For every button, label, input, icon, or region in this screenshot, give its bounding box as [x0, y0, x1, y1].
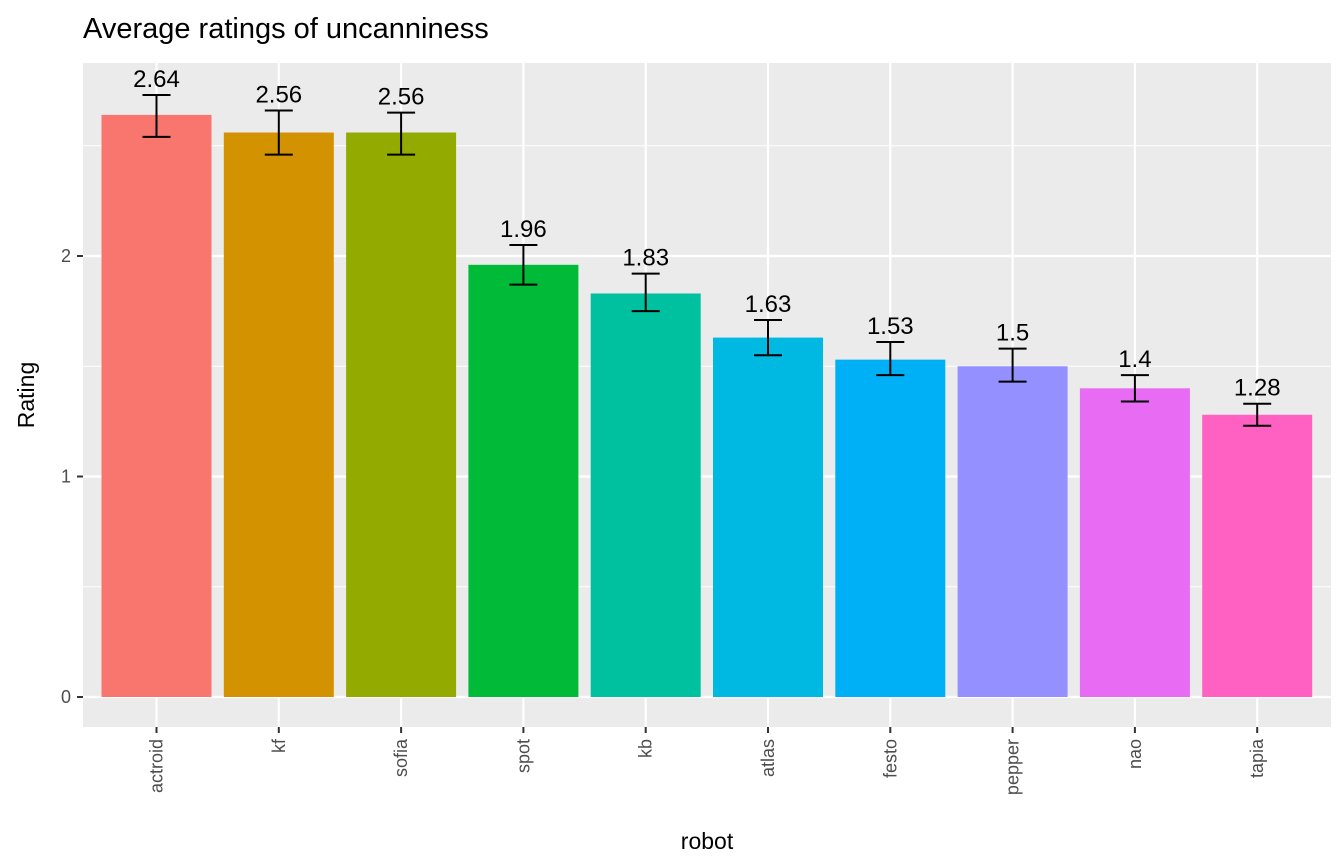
- bar-actroid: [101, 114, 212, 697]
- value-label-spot: 1.96: [500, 216, 547, 243]
- x-tick-label-spot: spot: [513, 739, 533, 773]
- bar-pepper: [957, 366, 1068, 697]
- bar-atlas: [713, 337, 823, 697]
- x-axis: actroid kf sofia spot kb atlas festo pepper nao t…: [147, 727, 1267, 795]
- value-labels-group: 2.64 2.56 2.56 1.96 1.83 1.63 1.53 1.5 1.4 1.28: [133, 66, 1280, 402]
- x-tick-label-tapia: tapia: [1247, 738, 1267, 778]
- errorbar-pepper: [998, 347, 1027, 383]
- value-label-nao: 1.4: [1118, 346, 1151, 373]
- value-label-kf: 2.56: [255, 81, 302, 108]
- errorbar-spot: [509, 243, 538, 286]
- value-label-actroid: 2.64: [133, 66, 180, 93]
- errorbar-kf: [264, 109, 293, 156]
- y-axis: 0 1 2: [61, 246, 83, 707]
- x-tick-label-sofia: sofia: [391, 738, 411, 777]
- errorbar-actroid: [142, 94, 171, 138]
- value-label-kb: 1.83: [622, 245, 669, 272]
- x-tick-label-pepper: pepper: [1003, 739, 1023, 795]
- bar-kf: [223, 132, 334, 697]
- x-tick-label-actroid: actroid: [147, 739, 167, 793]
- errorbar-kb: [631, 272, 660, 313]
- x-axis-title: robot: [681, 828, 734, 854]
- chart-title: Average ratings of uncanniness: [83, 13, 489, 45]
- value-label-pepper: 1.5: [996, 320, 1029, 347]
- value-label-festo: 1.53: [867, 313, 914, 340]
- bar-tapia: [1202, 414, 1313, 697]
- errorbar-atlas: [754, 318, 782, 357]
- errorbars-group: [142, 94, 1272, 427]
- x-tick-label-kb: kb: [636, 739, 656, 758]
- errorbar-festo: [876, 340, 905, 377]
- bar-spot: [468, 264, 579, 697]
- errorbar-sofia: [387, 111, 416, 156]
- x-tick-label-nao: nao: [1125, 739, 1145, 769]
- x-tick-label-festo: festo: [880, 739, 900, 778]
- x-tick-label-atlas: atlas: [758, 739, 778, 777]
- y-axis-title: Rating: [13, 362, 39, 428]
- errorbar-tapia: [1243, 402, 1272, 427]
- value-label-tapia: 1.28: [1234, 375, 1281, 402]
- errorbar-nao: [1120, 374, 1149, 403]
- bar-festo: [835, 359, 946, 697]
- bar-kb: [590, 293, 701, 697]
- y-tick-label-0: 0: [61, 687, 71, 707]
- y-tick-label-2: 2: [61, 246, 71, 266]
- bars-group: [101, 114, 1313, 697]
- value-label-sofia: 2.56: [378, 84, 425, 111]
- y-tick-label-1: 1: [61, 467, 71, 487]
- bar-nao: [1079, 388, 1190, 697]
- x-tick-label-kf: kf: [269, 738, 289, 753]
- bar-sofia: [346, 132, 457, 697]
- value-label-atlas: 1.63: [745, 291, 792, 318]
